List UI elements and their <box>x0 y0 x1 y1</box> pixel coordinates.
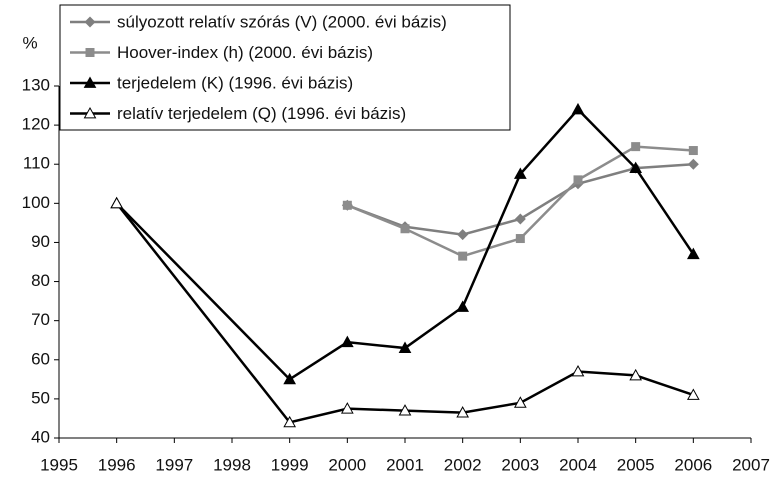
marker <box>283 415 297 428</box>
x-tick-label: 2006 <box>674 455 712 474</box>
marker <box>573 175 583 185</box>
y-tick-label: 110 <box>23 154 50 173</box>
marker <box>686 247 700 260</box>
y-tick-label: 40 <box>31 427 50 446</box>
marker <box>400 224 410 234</box>
marker <box>457 229 469 241</box>
marker <box>514 213 526 225</box>
marker <box>513 167 527 179</box>
marker <box>513 396 527 408</box>
marker <box>456 300 470 312</box>
y-tick-label: 60 <box>31 349 50 368</box>
x-tick-label: 2000 <box>328 455 366 474</box>
y-tick-label: 90 <box>31 232 50 251</box>
y-tick-label: 120 <box>22 115 50 134</box>
y-tick-label: 70 <box>31 310 50 329</box>
marker <box>342 200 352 210</box>
marker <box>686 388 700 400</box>
x-tick-label: 1998 <box>213 455 251 474</box>
legend-label: relatív terjedelem (Q) (1996. évi bázis) <box>117 104 406 123</box>
x-tick-label: 2007 <box>732 455 770 474</box>
marker <box>110 196 124 209</box>
legend: súlyozott relatív szórás (V) (2000. évi … <box>59 4 511 131</box>
marker <box>83 76 97 88</box>
marker <box>629 368 643 381</box>
x-tick-label: 2003 <box>501 455 539 474</box>
marker <box>515 234 525 244</box>
marker <box>84 16 96 28</box>
marker <box>458 251 468 261</box>
x-tick-label: 2004 <box>559 455 597 474</box>
series-line <box>115 202 694 424</box>
x-tick-label: 1999 <box>271 455 309 474</box>
marker <box>340 335 354 348</box>
marker <box>85 48 95 57</box>
marker <box>398 341 412 353</box>
marker <box>340 402 354 414</box>
marker <box>629 161 643 174</box>
marker <box>571 102 585 115</box>
marker <box>398 404 412 416</box>
marker <box>631 142 641 152</box>
marker <box>571 364 585 377</box>
marker <box>688 146 698 156</box>
series-line <box>115 107 695 381</box>
x-tick-label: 1996 <box>98 455 136 474</box>
y-tick-label: 100 <box>22 193 50 212</box>
marker <box>687 158 699 170</box>
x-tick-label: 1995 <box>40 455 78 474</box>
legend-box <box>59 4 511 131</box>
y-tick-label: 50 <box>31 388 50 407</box>
x-tick-label: 2002 <box>444 455 482 474</box>
x-tick-label: 2005 <box>617 455 655 474</box>
y-tick-label: 130 <box>22 75 50 94</box>
legend-label: súlyozott relatív szórás (V) (2000. évi … <box>117 12 447 31</box>
y-tick-label: 80 <box>31 271 50 290</box>
marker <box>83 106 97 119</box>
x-tick-label: 1997 <box>155 455 193 474</box>
marker <box>456 406 470 418</box>
marker <box>283 372 297 385</box>
x-tick-label: 2001 <box>386 455 424 474</box>
y-axis-label: % <box>22 33 37 52</box>
legend-label: Hoover-index (h) (2000. évi bázis) <box>117 43 373 62</box>
legend-label: terjedelem (K) (1996. évi bázis) <box>117 73 353 92</box>
